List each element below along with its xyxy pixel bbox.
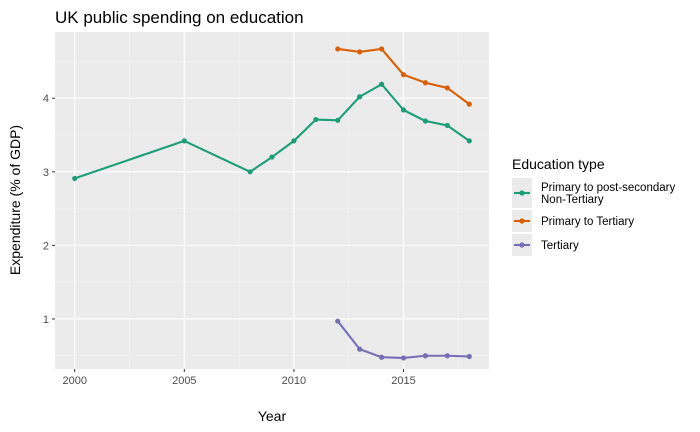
y-tick-label: 1 bbox=[43, 314, 49, 326]
data-point bbox=[357, 346, 363, 352]
legend-label: Primary to Tertiary bbox=[541, 216, 634, 228]
legend-items: Primary to post-secondary Non-Tertiary Pri… bbox=[512, 178, 675, 256]
y-tick-label: 4 bbox=[43, 93, 49, 105]
data-point bbox=[247, 169, 253, 175]
series-2 bbox=[335, 46, 472, 107]
data-point bbox=[313, 116, 319, 123]
data-point bbox=[269, 154, 275, 160]
x-tick-label: 2015 bbox=[391, 375, 415, 387]
x-tick-label: 2005 bbox=[172, 375, 196, 387]
data-point bbox=[400, 72, 407, 78]
series-3 bbox=[335, 318, 472, 361]
legend-label: Primary to post-secondary Non-Tertiary bbox=[541, 182, 675, 206]
data-point bbox=[335, 318, 341, 324]
data-point bbox=[357, 49, 363, 55]
data-point bbox=[291, 138, 297, 144]
data-point bbox=[335, 117, 341, 123]
data-point bbox=[335, 46, 341, 52]
series-layer bbox=[72, 46, 472, 361]
data-point bbox=[422, 80, 429, 86]
x-tick-label: 2000 bbox=[62, 375, 86, 387]
x-axis-title: Year bbox=[258, 408, 287, 424]
legend-item-1: Primary to post-secondary Non-Tertiary bbox=[512, 178, 675, 208]
data-point bbox=[444, 122, 450, 129]
data-point bbox=[444, 85, 450, 91]
data-point bbox=[466, 353, 472, 360]
data-point bbox=[466, 138, 472, 144]
plot-panel bbox=[55, 32, 489, 369]
data-point bbox=[422, 118, 429, 124]
y-tick-label: 2 bbox=[43, 240, 49, 252]
data-point bbox=[378, 46, 385, 52]
data-point bbox=[400, 355, 407, 361]
legend-label: Tertiary bbox=[541, 240, 579, 252]
data-point bbox=[378, 354, 385, 360]
data-point bbox=[400, 107, 407, 113]
major-gridlines bbox=[55, 32, 489, 369]
y-tick-label: 3 bbox=[43, 167, 49, 179]
legend-key-point bbox=[519, 242, 525, 248]
data-point bbox=[181, 138, 187, 144]
minor-gridlines bbox=[55, 32, 489, 369]
legend-item-3: Tertiary bbox=[512, 234, 579, 256]
legend-item-2: Primary to Tertiary bbox=[512, 210, 634, 232]
data-point bbox=[466, 101, 472, 107]
y-axis-title: Expenditure (% of GDP) bbox=[7, 125, 23, 275]
data-point bbox=[357, 94, 363, 100]
legend-title: Education type bbox=[512, 156, 605, 172]
legend-key-point bbox=[519, 190, 525, 196]
series-1 bbox=[72, 81, 472, 182]
data-point bbox=[72, 175, 78, 182]
x-axis: 2000 2005 2010 2015 bbox=[62, 369, 416, 387]
data-point bbox=[444, 353, 450, 359]
legend: Education type Primary to post-secondary… bbox=[512, 156, 675, 256]
data-point bbox=[422, 353, 429, 359]
chart-title: UK public spending on education bbox=[55, 8, 304, 27]
legend-key-point bbox=[519, 218, 525, 224]
data-point bbox=[378, 81, 385, 87]
x-tick-label: 2010 bbox=[282, 375, 306, 387]
y-axis: 1 2 3 4 bbox=[43, 93, 55, 326]
